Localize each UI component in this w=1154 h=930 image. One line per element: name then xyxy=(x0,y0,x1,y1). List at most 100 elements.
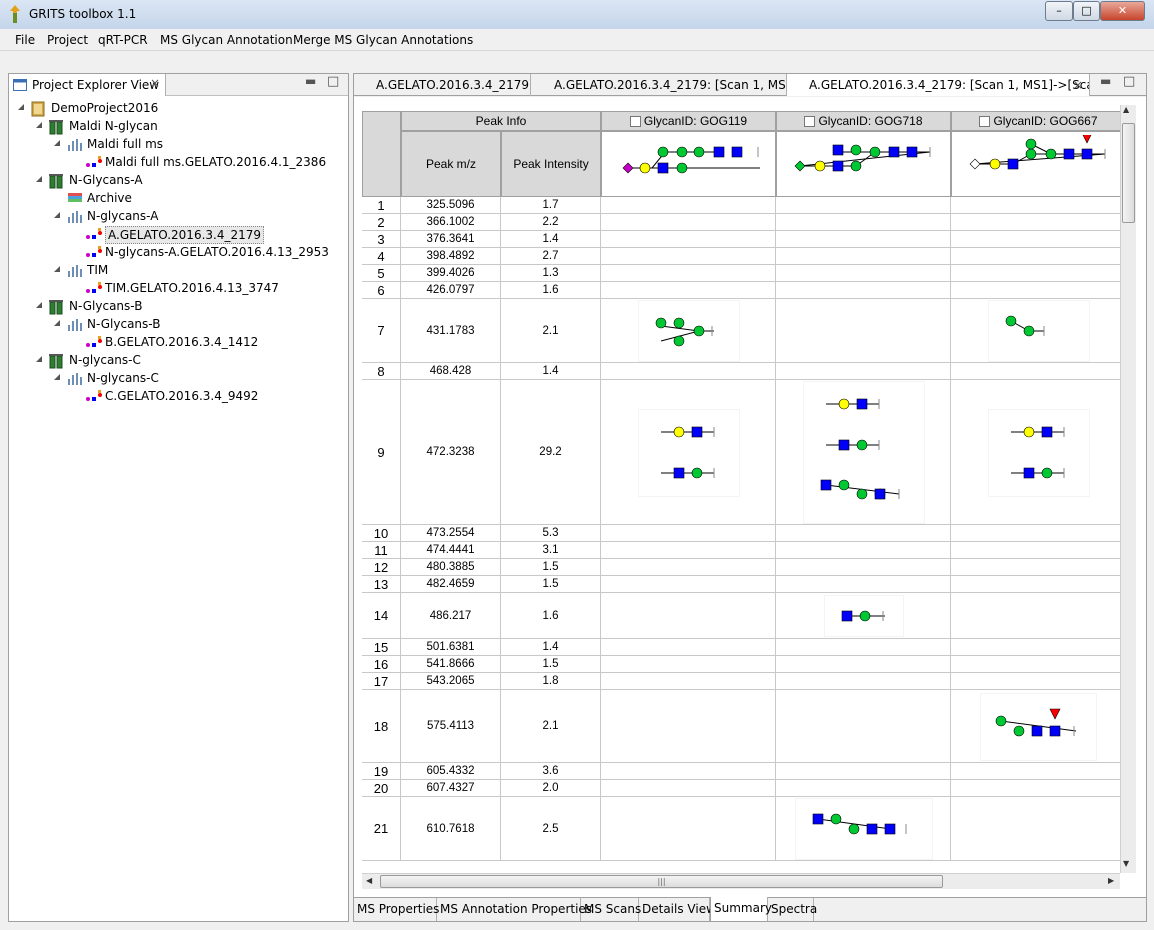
glycan-cell[interactable] xyxy=(601,214,776,231)
menu-qrtpcr[interactable]: qRT-PCR xyxy=(98,33,148,47)
glycan-cell[interactable] xyxy=(601,197,776,214)
glycan-cell[interactable] xyxy=(951,593,1120,639)
minimize-view-icon[interactable]: ▬ xyxy=(305,74,317,88)
peak-mz-cell[interactable]: 473.2554 xyxy=(401,525,501,542)
peak-intensity-cell[interactable]: 2.2 xyxy=(501,214,601,231)
tree-item[interactable]: DemoProject2016 xyxy=(9,99,348,117)
glycan-cell[interactable] xyxy=(776,639,951,656)
maximize-button[interactable]: □ xyxy=(1073,1,1100,21)
glycan-cell[interactable] xyxy=(951,673,1120,690)
peak-mz-cell[interactable]: 605.4332 xyxy=(401,763,501,780)
glycan-cell[interactable] xyxy=(951,559,1120,576)
select-checkbox[interactable] xyxy=(804,116,816,127)
glycan-cell[interactable] xyxy=(776,593,951,639)
peak-intensity-cell[interactable]: 1.7 xyxy=(501,197,601,214)
glycan-cell[interactable] xyxy=(951,780,1120,797)
peak-intensity-cell[interactable]: 1.6 xyxy=(501,593,601,639)
glycan-cell[interactable] xyxy=(951,639,1120,656)
glycan-cell[interactable] xyxy=(601,525,776,542)
minimize-button[interactable]: – xyxy=(1045,1,1073,21)
tab-spectra[interactable]: Spectra xyxy=(768,898,817,921)
glycan-cell[interactable] xyxy=(776,656,951,673)
glycan-cell[interactable] xyxy=(951,525,1120,542)
tree-item[interactable]: N-Glycans-B xyxy=(9,297,348,315)
glycan-cell[interactable] xyxy=(951,542,1120,559)
glycan-cell[interactable] xyxy=(776,265,951,282)
glycan-cell[interactable] xyxy=(776,576,951,593)
glycan-cell[interactable] xyxy=(601,780,776,797)
peak-mz-cell[interactable]: 366.1002 xyxy=(401,214,501,231)
tab-ms-annotation-properties[interactable]: MS Annotation Properties xyxy=(437,898,592,921)
peak-mz-cell[interactable]: 575.4113 xyxy=(401,690,501,763)
peak-intensity-cell[interactable]: 2.1 xyxy=(501,690,601,763)
peak-mz-cell[interactable]: 325.5096 xyxy=(401,197,501,214)
vertical-scrollbar[interactable]: ▲ ▼ xyxy=(1120,105,1136,873)
tree-item[interactable]: N-Glycans-A xyxy=(9,171,348,189)
glycan-cell[interactable] xyxy=(951,763,1120,780)
expand-arrow-icon[interactable] xyxy=(36,302,42,308)
close-tab-icon[interactable]: × xyxy=(150,76,161,90)
glycan-cell[interactable] xyxy=(776,299,951,363)
glycan-cell[interactable] xyxy=(951,576,1120,593)
select-checkbox[interactable] xyxy=(629,116,641,127)
glycan-image[interactable] xyxy=(981,693,1096,760)
glycan-column-header[interactable]: GlycanID: GOG718 xyxy=(776,111,951,131)
glycan-image[interactable] xyxy=(988,409,1089,496)
peak-intensity-cell[interactable]: 2.1 xyxy=(501,299,601,363)
peak-mz-cell[interactable]: 482.4659 xyxy=(401,576,501,593)
expand-arrow-icon[interactable] xyxy=(18,104,24,110)
glycan-cell[interactable] xyxy=(951,656,1120,673)
maximize-view-icon[interactable]: □ xyxy=(327,74,340,89)
glycan-cell[interactable] xyxy=(601,559,776,576)
glycan-cell[interactable] xyxy=(951,380,1120,525)
minimize-view-icon[interactable]: ▬ xyxy=(1100,74,1112,88)
peak-intensity-cell[interactable]: 1.8 xyxy=(501,673,601,690)
glycan-cell[interactable] xyxy=(601,639,776,656)
tree-item[interactable]: A.GELATO.2016.3.4_2179 xyxy=(9,225,348,244)
glycan-cell[interactable] xyxy=(776,231,951,248)
glycan-cell[interactable] xyxy=(601,542,776,559)
peak-mz-cell[interactable]: 480.3885 xyxy=(401,559,501,576)
expand-arrow-icon[interactable] xyxy=(54,266,60,272)
peak-intensity-cell[interactable]: 1.5 xyxy=(501,576,601,593)
glycan-cell[interactable] xyxy=(776,282,951,299)
glycan-cell[interactable] xyxy=(951,265,1120,282)
scroll-right-icon[interactable]: ▶ xyxy=(1108,876,1115,885)
expand-arrow-icon[interactable] xyxy=(54,212,60,218)
expand-arrow-icon[interactable] xyxy=(54,374,60,380)
horizontal-scroll-thumb[interactable]: ||| xyxy=(380,875,943,888)
glycan-cell[interactable] xyxy=(776,673,951,690)
horizontal-scrollbar[interactable]: ◀ ||| ▶ xyxy=(362,873,1120,889)
vertical-scroll-thumb[interactable] xyxy=(1122,123,1135,223)
peak-mz-cell[interactable]: 486.217 xyxy=(401,593,501,639)
glycan-column-header[interactable]: GlycanID: GOG667 xyxy=(951,111,1120,131)
tree-item[interactable]: N-glycans-A xyxy=(9,207,348,225)
tab-editor-3[interactable]: A.GELATO.2016.3.4_2179: [Scan 1, MS1]->[… xyxy=(787,74,1090,96)
glycan-image[interactable] xyxy=(795,799,932,859)
glycan-cell[interactable] xyxy=(601,265,776,282)
glycan-cell[interactable] xyxy=(601,282,776,299)
glycan-cell[interactable] xyxy=(776,214,951,231)
glycan-cell[interactable] xyxy=(601,248,776,265)
glycan-cell[interactable] xyxy=(776,380,951,525)
peak-mz-header[interactable]: Peak m/z xyxy=(401,131,501,197)
tab-ms-properties[interactable]: MS Properties xyxy=(354,898,439,921)
tab-editor-2[interactable]: A.GELATO.2016.3.4_2179: [Scan 1, MS1] xyxy=(532,74,787,96)
scroll-left-icon[interactable]: ◀ xyxy=(366,876,373,885)
close-button[interactable]: ✕ xyxy=(1100,1,1145,21)
tree-item[interactable]: Maldi full ms xyxy=(9,135,348,153)
peak-mz-cell[interactable]: 607.4327 xyxy=(401,780,501,797)
glycan-image[interactable] xyxy=(638,409,739,496)
peak-intensity-cell[interactable]: 1.5 xyxy=(501,656,601,673)
peak-mz-cell[interactable]: 543.2065 xyxy=(401,673,501,690)
menu-merge-ms-glycan-annotations[interactable]: Merge MS Glycan Annotations xyxy=(293,33,474,47)
tab-ms-scans[interactable]: MS Scans xyxy=(581,898,641,921)
glycan-cell[interactable] xyxy=(951,797,1120,861)
peak-intensity-cell[interactable]: 1.3 xyxy=(501,265,601,282)
peak-mz-cell[interactable]: 472.3238 xyxy=(401,380,501,525)
glycan-cell[interactable] xyxy=(951,214,1120,231)
tree-item[interactable]: Maldi full ms.GELATO.2016.4.1_2386 xyxy=(9,153,348,171)
peak-intensity-cell[interactable]: 29.2 xyxy=(501,380,601,525)
glycan-cell[interactable] xyxy=(776,690,951,763)
glycan-cell[interactable] xyxy=(601,690,776,763)
